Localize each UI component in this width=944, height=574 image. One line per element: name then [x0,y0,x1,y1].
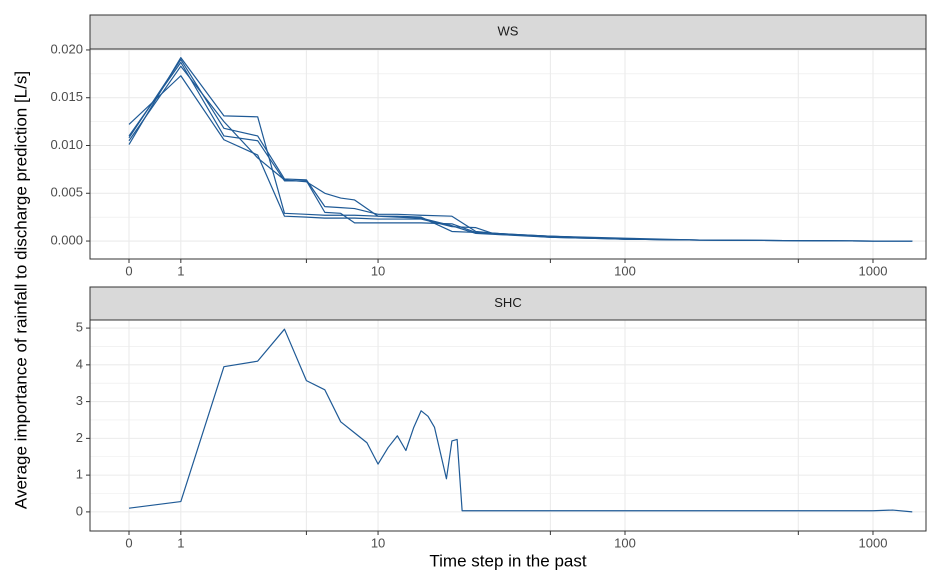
y-tick-label: 2 [76,430,83,445]
y-tick-label: 0.020 [50,41,83,56]
strip-label: SHC [494,295,521,310]
y-tick-label: 0 [76,503,83,518]
y-tick-label: 3 [76,393,83,408]
x-tick-label: 100 [614,535,636,550]
x-tick-label: 1000 [859,263,888,278]
x-tick-label: 10 [371,535,385,550]
y-tick-label: 0.000 [50,232,83,247]
x-tick-label: 1000 [859,535,888,550]
y-tick-label: 0.005 [50,185,83,200]
strip [89,286,927,321]
strip [89,14,927,50]
y-axis-title: Average importance of rainfall to discha… [11,71,30,509]
x-tick-label: 1 [177,535,184,550]
y-tick-label: 4 [76,356,83,371]
panel-background [90,320,926,531]
panel-background [90,49,926,259]
x-tick-label: 1 [177,263,184,278]
data-line [128,328,913,513]
x-axis-title: Time step in the past [429,551,586,570]
y-tick-label: 5 [76,320,83,335]
x-tick-label: 0 [125,535,132,550]
strip-label: WS [498,23,519,38]
data-line [128,65,913,242]
x-tick-label: 0 [125,263,132,278]
y-tick-label: 0.010 [50,137,83,152]
data-line [128,75,913,242]
y-tick-label: 1 [76,467,83,482]
x-tick-label: 10 [371,263,385,278]
y-tick-label: 0.015 [50,89,83,104]
x-tick-label: 100 [614,263,636,278]
